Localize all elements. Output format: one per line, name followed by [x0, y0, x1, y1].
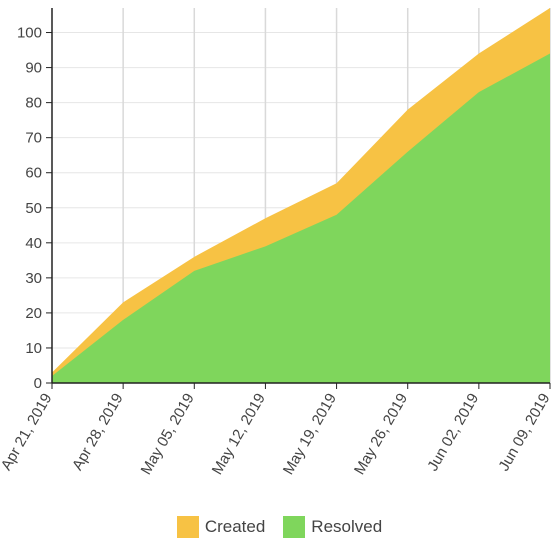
- x-tick-label: May 26, 2019: [351, 391, 411, 478]
- legend-swatch-resolved: [283, 516, 306, 538]
- data-point-resolved: [406, 150, 410, 154]
- x-tick-label: Apr 21, 2019: [0, 391, 55, 474]
- y-tick-label: 70: [25, 130, 42, 147]
- legend-item-created[interactable]: Created: [176, 516, 266, 538]
- data-point-created: [263, 216, 267, 220]
- data-point-created: [406, 108, 410, 112]
- data-point-resolved: [121, 318, 125, 322]
- data-point-resolved: [548, 52, 552, 56]
- legend-item-resolved[interactable]: Resolved: [283, 516, 382, 538]
- y-tick-label: 100: [17, 25, 42, 42]
- legend-label-created: Created: [204, 517, 266, 536]
- y-tick-label: 0: [34, 375, 42, 392]
- y-tick-label: 50: [25, 200, 42, 217]
- data-point-created: [335, 181, 339, 185]
- x-tick-label: Jun 09, 2019: [495, 391, 553, 475]
- y-tick-label: 30: [25, 270, 42, 287]
- y-tick-label: 10: [25, 340, 42, 357]
- x-tick-label: Apr 28, 2019: [69, 391, 127, 474]
- x-tick-label: May 05, 2019: [138, 391, 198, 478]
- y-tick-label: 80: [25, 95, 42, 112]
- data-point-resolved: [192, 269, 196, 273]
- data-point-created: [548, 6, 552, 10]
- y-tick-label: 40: [25, 235, 42, 252]
- area-series-resolved: [52, 53, 550, 383]
- data-point-created: [121, 300, 125, 304]
- legend: Created Resolved: [0, 512, 559, 542]
- data-point-resolved: [263, 244, 267, 248]
- legend-swatch-created: [176, 516, 199, 538]
- y-tick-label: 90: [25, 60, 42, 77]
- data-point-created: [192, 255, 196, 259]
- y-tick-label: 60: [25, 165, 42, 182]
- x-tick-label: Jun 02, 2019: [424, 391, 482, 475]
- data-point-created: [477, 52, 481, 56]
- y-tick-label: 20: [25, 305, 42, 322]
- area-chart: 0 10 20 30 40 50 60 70 80 90 100 Apr 21, 2019 Apr 28…: [0, 6, 553, 478]
- legend-label-resolved: Resolved: [311, 517, 383, 536]
- data-point-resolved: [335, 213, 339, 217]
- x-tick-label: May 19, 2019: [280, 391, 340, 478]
- x-tick-label: May 12, 2019: [209, 391, 269, 478]
- data-point-resolved: [477, 90, 481, 94]
